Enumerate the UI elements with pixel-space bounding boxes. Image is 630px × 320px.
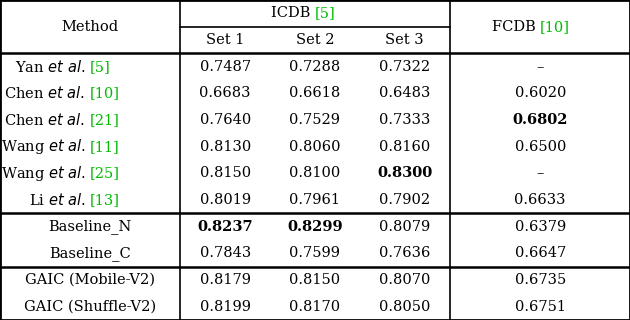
Text: 0.8130: 0.8130 [200,140,251,154]
Text: 0.6735: 0.6735 [515,273,566,287]
Text: 0.7333: 0.7333 [379,113,430,127]
Text: 0.6500: 0.6500 [515,140,566,154]
Text: 0.6483: 0.6483 [379,86,430,100]
Text: Wang $\it{et\ al.}$: Wang $\it{et\ al.}$ [1,137,89,156]
Text: 0.8150: 0.8150 [200,166,251,180]
Text: Set 2: Set 2 [295,33,335,47]
Text: 0.8019: 0.8019 [200,193,251,207]
Text: –: – [537,60,544,74]
Text: 0.8300: 0.8300 [377,166,432,180]
Text: 0.8170: 0.8170 [289,300,341,314]
Text: 0.7599: 0.7599 [290,246,340,260]
Text: 0.8179: 0.8179 [200,273,251,287]
Text: GAIC (Shuffle-V2): GAIC (Shuffle-V2) [24,300,156,314]
Text: 0.6633: 0.6633 [515,193,566,207]
Text: 0.6020: 0.6020 [515,86,566,100]
Text: Li $\it{et\ al.}$: Li $\it{et\ al.}$ [29,192,89,208]
Text: 0.7529: 0.7529 [290,113,340,127]
Text: [21]: [21] [89,113,120,127]
Text: 0.7640: 0.7640 [200,113,251,127]
Text: 0.6683: 0.6683 [200,86,251,100]
Text: 0.7322: 0.7322 [379,60,430,74]
Text: [5]: [5] [315,6,336,20]
Text: 0.6647: 0.6647 [515,246,566,260]
Text: 0.8150: 0.8150 [289,273,341,287]
Text: –: – [537,166,544,180]
Text: 0.8237: 0.8237 [197,220,253,234]
Text: Set 1: Set 1 [206,33,244,47]
Text: Chen $\it{et\ al.}$: Chen $\it{et\ al.}$ [4,85,89,101]
Text: GAIC (Mobile-V2): GAIC (Mobile-V2) [25,273,155,287]
Text: [13]: [13] [89,193,120,207]
Text: Yan $\it{et\ al.}$: Yan $\it{et\ al.}$ [15,59,89,75]
Text: 0.6379: 0.6379 [515,220,566,234]
Text: Method: Method [61,20,118,34]
Text: ICDB: ICDB [271,6,315,20]
Text: Baseline_N: Baseline_N [48,219,132,234]
Text: 0.8060: 0.8060 [289,140,341,154]
Text: 0.8160: 0.8160 [379,140,430,154]
Text: 0.7288: 0.7288 [289,60,341,74]
Text: 0.6802: 0.6802 [512,113,568,127]
Text: 0.8070: 0.8070 [379,273,430,287]
Text: 0.7636: 0.7636 [379,246,430,260]
Text: FCDB: FCDB [492,20,540,34]
Text: Baseline_C: Baseline_C [49,246,130,261]
Text: Set 3: Set 3 [386,33,424,47]
Text: 0.7843: 0.7843 [200,246,251,260]
Text: 0.8199: 0.8199 [200,300,251,314]
Text: Chen $\it{et\ al.}$: Chen $\it{et\ al.}$ [4,112,89,128]
Text: 0.7902: 0.7902 [379,193,430,207]
Text: 0.8100: 0.8100 [289,166,341,180]
Text: [10]: [10] [540,20,570,34]
Text: 0.8299: 0.8299 [287,220,343,234]
Text: Wang $\it{et\ al.}$: Wang $\it{et\ al.}$ [1,164,89,183]
Text: 0.8050: 0.8050 [379,300,430,314]
Text: [5]: [5] [89,60,110,74]
Text: 0.6618: 0.6618 [289,86,341,100]
Text: 0.7961: 0.7961 [290,193,340,207]
Text: 0.7487: 0.7487 [200,60,251,74]
Text: 0.8079: 0.8079 [379,220,430,234]
Text: [11]: [11] [89,140,120,154]
Text: [10]: [10] [89,86,120,100]
Text: 0.6751: 0.6751 [515,300,566,314]
Text: [25]: [25] [89,166,120,180]
